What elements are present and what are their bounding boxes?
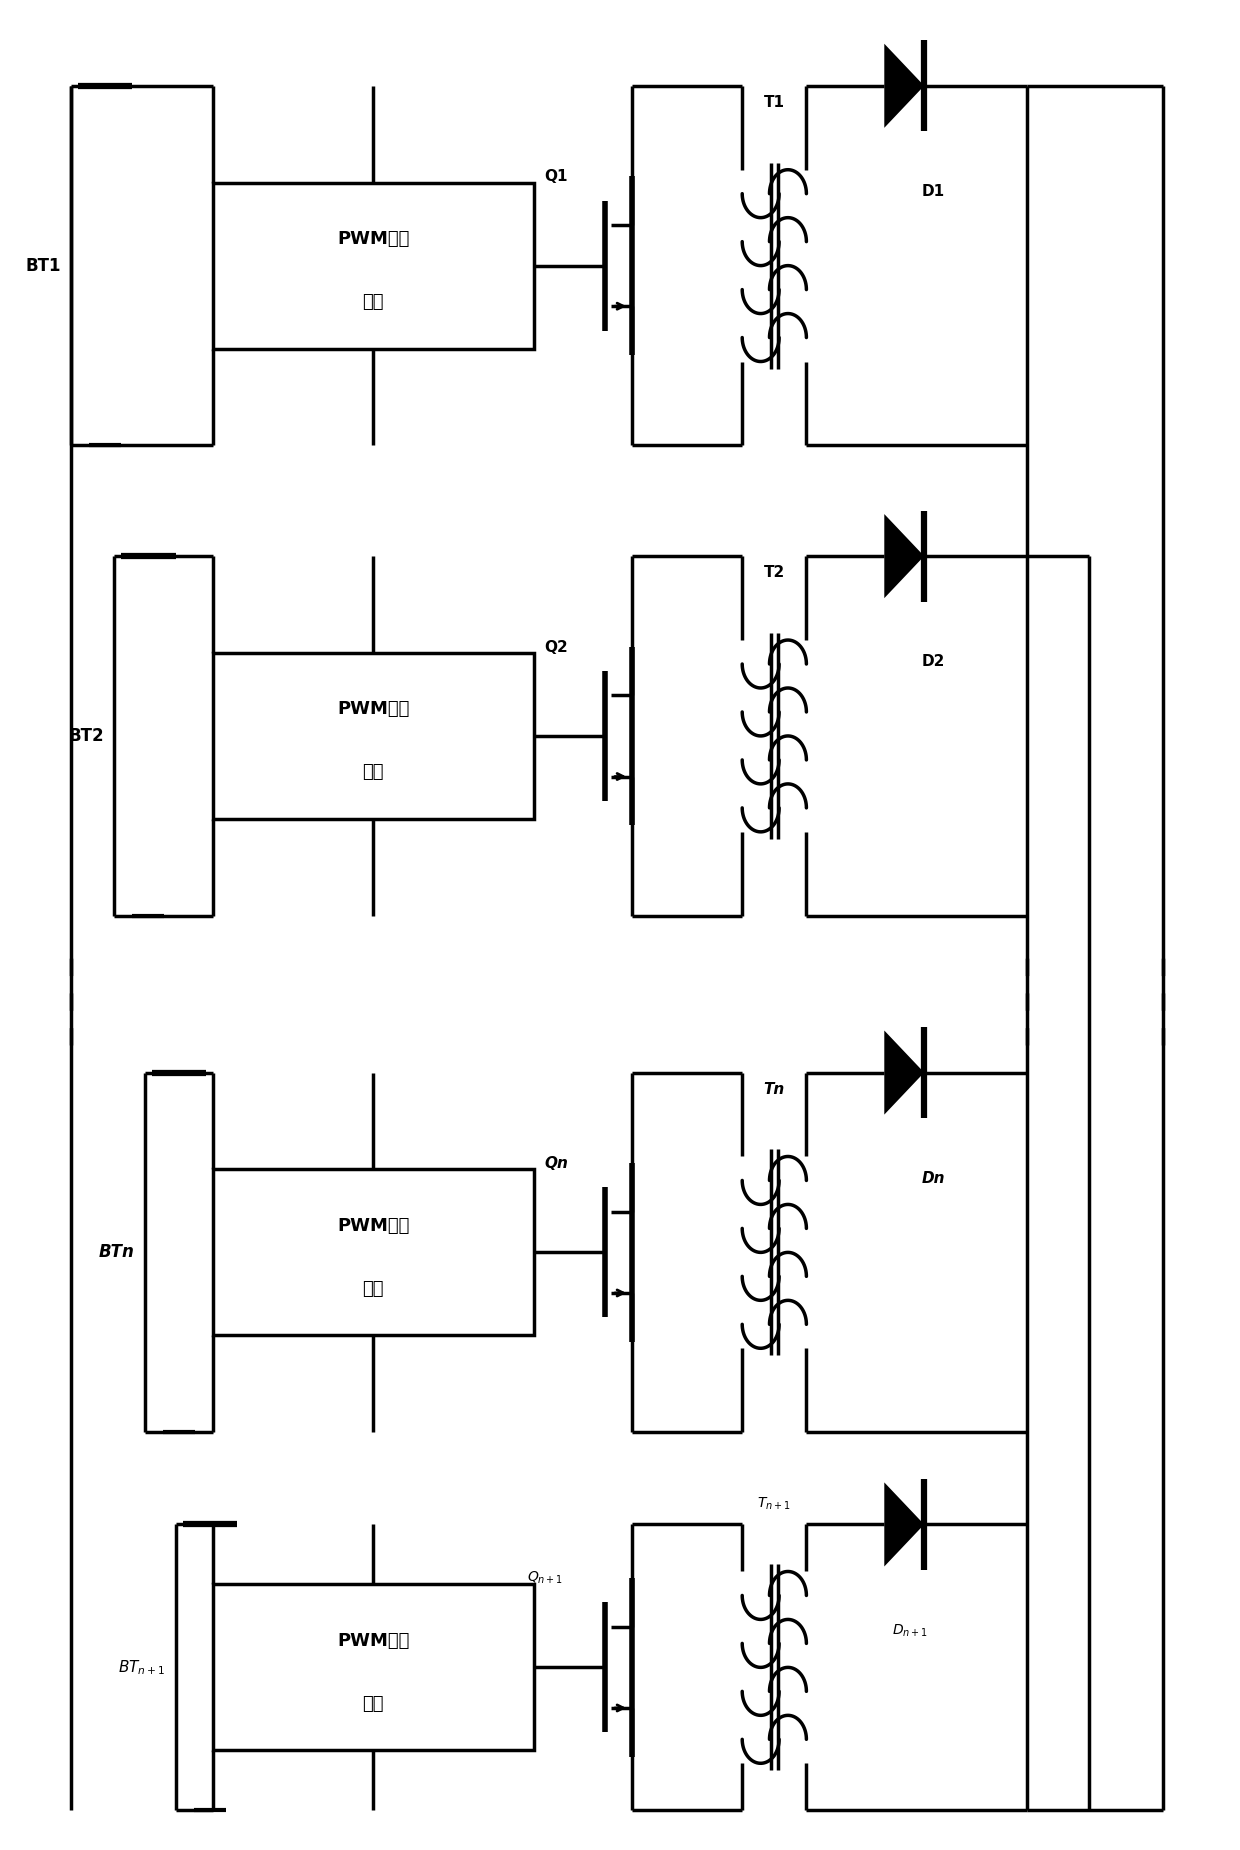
Text: PWM控制: PWM控制 bbox=[337, 1632, 409, 1650]
Text: $T_{n+1}$: $T_{n+1}$ bbox=[758, 1495, 791, 1511]
Bar bbox=[212, 1169, 533, 1336]
Text: T1: T1 bbox=[764, 94, 785, 109]
Text: PWM控制: PWM控制 bbox=[337, 1217, 409, 1234]
Text: $Q_{n+1}$: $Q_{n+1}$ bbox=[527, 1571, 563, 1585]
Text: Q1: Q1 bbox=[544, 170, 568, 185]
Polygon shape bbox=[884, 1482, 924, 1567]
Text: Tn: Tn bbox=[764, 1082, 785, 1097]
Text: BTn: BTn bbox=[99, 1243, 135, 1262]
Polygon shape bbox=[884, 44, 924, 128]
Bar bbox=[212, 653, 533, 820]
Text: Qn: Qn bbox=[544, 1156, 568, 1171]
Text: 单元: 单元 bbox=[362, 764, 384, 781]
Text: D1: D1 bbox=[923, 183, 945, 200]
Text: PWM控制: PWM控制 bbox=[337, 701, 409, 718]
Polygon shape bbox=[884, 1030, 924, 1114]
Text: $D_{n+1}$: $D_{n+1}$ bbox=[892, 1622, 928, 1639]
Text: Q2: Q2 bbox=[544, 640, 568, 655]
Bar bbox=[212, 1584, 533, 1750]
Text: Dn: Dn bbox=[921, 1171, 945, 1186]
Text: 单元: 单元 bbox=[362, 1280, 384, 1299]
Text: BT2: BT2 bbox=[68, 727, 104, 746]
Bar bbox=[212, 183, 533, 348]
Text: PWM控制: PWM控制 bbox=[337, 229, 409, 248]
Text: BT1: BT1 bbox=[25, 257, 61, 274]
Text: 单元: 单元 bbox=[362, 1695, 384, 1713]
Text: 单元: 单元 bbox=[362, 292, 384, 311]
Polygon shape bbox=[884, 514, 924, 598]
Text: $BT_{n+1}$: $BT_{n+1}$ bbox=[118, 1658, 166, 1676]
Text: T2: T2 bbox=[764, 564, 785, 581]
Text: D2: D2 bbox=[921, 655, 945, 670]
